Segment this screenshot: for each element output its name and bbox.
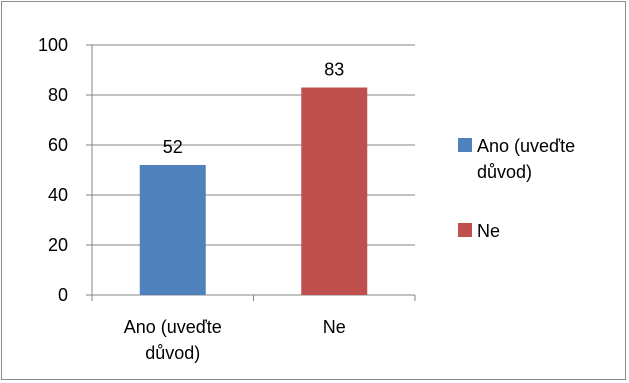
y-tick-label-60: 60 bbox=[48, 135, 68, 155]
legend-swatch-2 bbox=[458, 223, 472, 237]
y-tick-label-100: 100 bbox=[38, 35, 68, 55]
bar-1 bbox=[139, 165, 206, 295]
y-tick-label-80: 80 bbox=[48, 85, 68, 105]
x-category-label-2-line-1: Ne bbox=[323, 317, 346, 337]
legend-label-1-line-1: Ano (uveďte bbox=[477, 136, 575, 156]
y-tick-label-20: 20 bbox=[48, 235, 68, 255]
bar-2 bbox=[301, 87, 368, 295]
bars bbox=[139, 87, 368, 295]
y-tick-label-0: 0 bbox=[58, 285, 68, 305]
legend-label-1-line-2: důvod) bbox=[477, 162, 532, 182]
x-category-label-1-line-2: důvod) bbox=[145, 343, 200, 363]
axes: 0 20 40 60 80 100 bbox=[38, 35, 416, 305]
data-label-2: 83 bbox=[324, 60, 344, 80]
y-tick-label-40: 40 bbox=[48, 185, 68, 205]
legend-swatch-1 bbox=[458, 138, 472, 152]
legend-label-2-line-1: Ne bbox=[477, 221, 500, 241]
data-label-1: 52 bbox=[163, 137, 183, 157]
labels: 52 Ano (uveďte důvod) 83 Ne bbox=[124, 60, 346, 364]
x-category-label-1-line-1: Ano (uveďte bbox=[124, 317, 222, 337]
legend: Ano (uveďte důvod) Ne bbox=[458, 136, 575, 241]
